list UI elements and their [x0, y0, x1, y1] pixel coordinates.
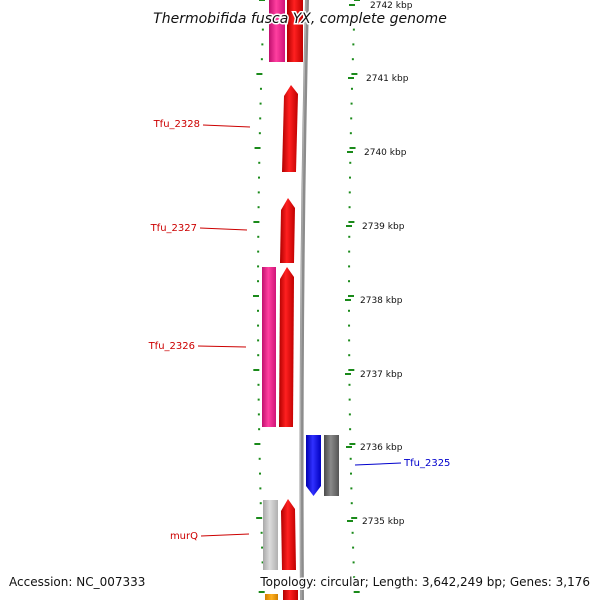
cds-feature-murq: [281, 499, 296, 570]
gene-labels: Tfu_2328 Tfu_2327 Tfu_2326 Tfu_2325 murQ: [148, 119, 451, 542]
tick-label-2742: 2742 kbp: [370, 1, 413, 11]
outer-tick-ring: [348, 0, 360, 593]
label-leader-murq: [200, 533, 250, 537]
tick-label-2740: 2740 kbp: [364, 148, 407, 158]
cds-feature-tfu-2328: [282, 85, 298, 172]
features: [262, 0, 339, 600]
genome-backbone: [299, 0, 309, 600]
cds-feature-tfu-2325: [306, 435, 321, 496]
cds-feature-tfu-2327: [280, 198, 295, 263]
label-leader-tfu-2328: [202, 124, 251, 128]
tick-label-2735: 2735 kbp: [362, 517, 405, 527]
feature-bottom-red: [283, 590, 298, 600]
inner-tick-ring: [253, 0, 265, 593]
map-title: Thermobifida fusca YX, complete genome: [153, 11, 447, 27]
orf-feature-tfu-2326: [262, 267, 276, 427]
label-leader-tfu-2325: [354, 462, 402, 466]
tick-labels: 2742 kbp 2741 kbp 2740 kbp 2739 kbp 2738…: [345, 1, 413, 527]
orf-feature-top: [269, 0, 285, 62]
label-leader-tfu-2327: [199, 227, 248, 231]
label-leader-tfu-2326: [197, 345, 247, 348]
tick-label-2738: 2738 kbp: [360, 296, 403, 306]
cds-feature-tfu-2326: [279, 267, 294, 427]
orf-feature-tfu-2325: [324, 435, 339, 496]
genome-backbone-highlight: [300, 0, 307, 600]
tick-label-2736: 2736 kbp: [360, 443, 403, 453]
gene-label-murq[interactable]: murQ: [170, 531, 198, 542]
tick-label-2741: 2741 kbp: [366, 74, 409, 84]
topology-text: Topology: circular; Length: 3,642,249 bp…: [259, 575, 590, 589]
gene-label-tfu-2328[interactable]: Tfu_2328: [153, 119, 200, 130]
gene-label-tfu-2326[interactable]: Tfu_2326: [148, 341, 195, 352]
tick-label-2739: 2739 kbp: [362, 222, 405, 232]
feature-bottom-orange: [265, 594, 278, 600]
accession-text: Accession: NC_007333: [9, 575, 145, 589]
gene-label-tfu-2327[interactable]: Tfu_2327: [150, 223, 197, 234]
cds-feature-top: [287, 0, 303, 62]
other-feature-murq: [263, 500, 278, 570]
gene-label-tfu-2325[interactable]: Tfu_2325: [403, 458, 450, 469]
tick-label-2737: 2737 kbp: [360, 370, 403, 380]
